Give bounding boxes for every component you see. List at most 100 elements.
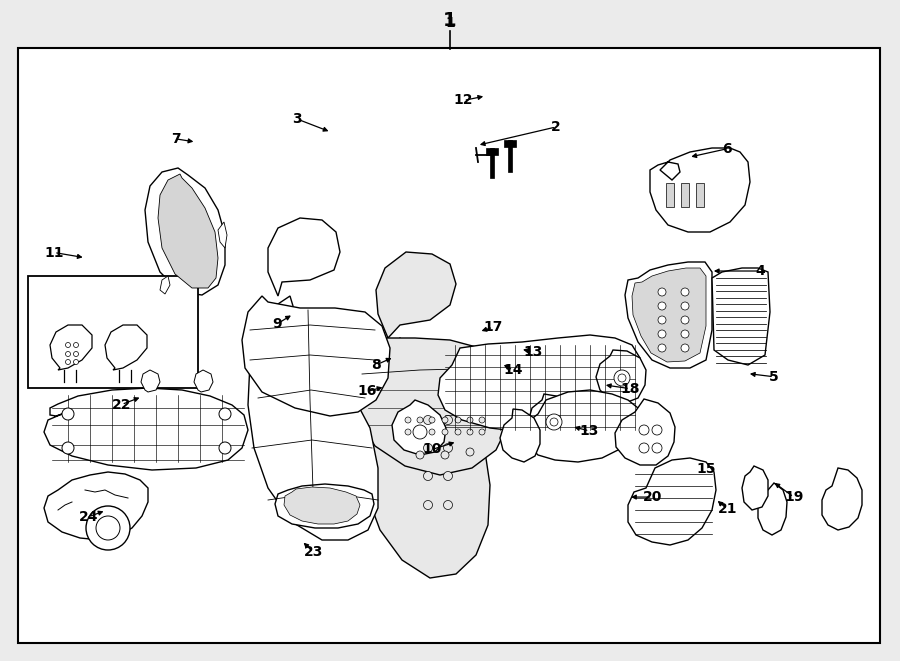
- Circle shape: [413, 425, 427, 439]
- Polygon shape: [275, 484, 374, 528]
- Text: 20: 20: [643, 490, 662, 504]
- Circle shape: [74, 342, 78, 348]
- Polygon shape: [628, 458, 716, 545]
- Polygon shape: [376, 252, 456, 338]
- Text: 1: 1: [446, 16, 454, 30]
- Circle shape: [639, 425, 649, 435]
- Polygon shape: [218, 222, 227, 248]
- Text: 5: 5: [770, 369, 778, 384]
- Circle shape: [639, 443, 649, 453]
- Polygon shape: [526, 390, 640, 462]
- Circle shape: [96, 516, 120, 540]
- Circle shape: [444, 416, 453, 424]
- Text: 8: 8: [372, 358, 381, 372]
- Circle shape: [467, 417, 473, 423]
- Polygon shape: [596, 350, 646, 403]
- Polygon shape: [44, 388, 248, 470]
- Circle shape: [466, 448, 474, 456]
- Polygon shape: [392, 400, 446, 455]
- Circle shape: [614, 370, 630, 386]
- Circle shape: [74, 352, 78, 356]
- Polygon shape: [158, 174, 218, 288]
- Polygon shape: [742, 466, 768, 510]
- Text: 16: 16: [357, 384, 377, 399]
- Circle shape: [441, 451, 449, 459]
- Polygon shape: [438, 335, 640, 432]
- Circle shape: [424, 444, 433, 453]
- Circle shape: [442, 417, 448, 423]
- Circle shape: [681, 330, 689, 338]
- Circle shape: [444, 500, 453, 510]
- Circle shape: [681, 344, 689, 352]
- Text: 17: 17: [483, 320, 503, 334]
- Polygon shape: [355, 338, 510, 475]
- Circle shape: [405, 417, 411, 423]
- Circle shape: [424, 471, 433, 481]
- Circle shape: [546, 414, 562, 430]
- Circle shape: [444, 471, 453, 481]
- Circle shape: [658, 288, 666, 296]
- Circle shape: [467, 429, 473, 435]
- Polygon shape: [268, 218, 340, 296]
- Circle shape: [658, 330, 666, 338]
- Circle shape: [429, 429, 435, 435]
- Polygon shape: [105, 325, 147, 370]
- Polygon shape: [486, 148, 498, 155]
- Polygon shape: [360, 338, 490, 578]
- Circle shape: [66, 360, 70, 364]
- Polygon shape: [508, 140, 512, 172]
- Circle shape: [219, 408, 231, 420]
- Polygon shape: [632, 268, 706, 362]
- Polygon shape: [160, 276, 170, 294]
- Circle shape: [455, 417, 461, 423]
- Polygon shape: [50, 325, 92, 370]
- Circle shape: [550, 418, 558, 426]
- Circle shape: [429, 417, 435, 423]
- Text: 11: 11: [44, 245, 64, 260]
- Text: 6: 6: [723, 141, 732, 156]
- FancyBboxPatch shape: [28, 276, 198, 388]
- Circle shape: [405, 429, 411, 435]
- Text: 2: 2: [552, 120, 561, 134]
- Text: 13: 13: [523, 344, 543, 359]
- Circle shape: [658, 316, 666, 324]
- Text: 13: 13: [580, 424, 599, 438]
- Text: 12: 12: [454, 93, 473, 108]
- Polygon shape: [696, 183, 704, 207]
- Polygon shape: [284, 487, 360, 524]
- Polygon shape: [44, 472, 148, 540]
- Polygon shape: [681, 183, 689, 207]
- Text: 14: 14: [503, 363, 523, 377]
- Polygon shape: [528, 394, 575, 448]
- Polygon shape: [712, 268, 770, 365]
- Text: 22: 22: [112, 397, 131, 412]
- Polygon shape: [615, 399, 675, 465]
- Circle shape: [658, 302, 666, 310]
- Circle shape: [652, 425, 662, 435]
- Text: 10: 10: [422, 442, 442, 457]
- FancyBboxPatch shape: [18, 48, 880, 643]
- Circle shape: [681, 288, 689, 296]
- Polygon shape: [822, 468, 862, 530]
- Polygon shape: [242, 296, 390, 416]
- Text: 24: 24: [78, 510, 98, 524]
- Circle shape: [618, 374, 626, 382]
- Polygon shape: [141, 370, 160, 392]
- Polygon shape: [490, 148, 494, 178]
- Circle shape: [479, 429, 485, 435]
- Text: 7: 7: [171, 132, 180, 146]
- Polygon shape: [625, 262, 712, 368]
- Text: 18: 18: [620, 381, 640, 396]
- Text: 21: 21: [717, 502, 737, 516]
- Circle shape: [66, 352, 70, 356]
- Circle shape: [455, 429, 461, 435]
- Circle shape: [424, 500, 433, 510]
- Polygon shape: [504, 140, 516, 147]
- Text: 1: 1: [443, 11, 457, 30]
- Circle shape: [424, 416, 433, 424]
- Polygon shape: [194, 370, 213, 392]
- Circle shape: [417, 429, 423, 435]
- Polygon shape: [248, 296, 378, 540]
- Circle shape: [444, 444, 453, 453]
- Polygon shape: [145, 168, 225, 295]
